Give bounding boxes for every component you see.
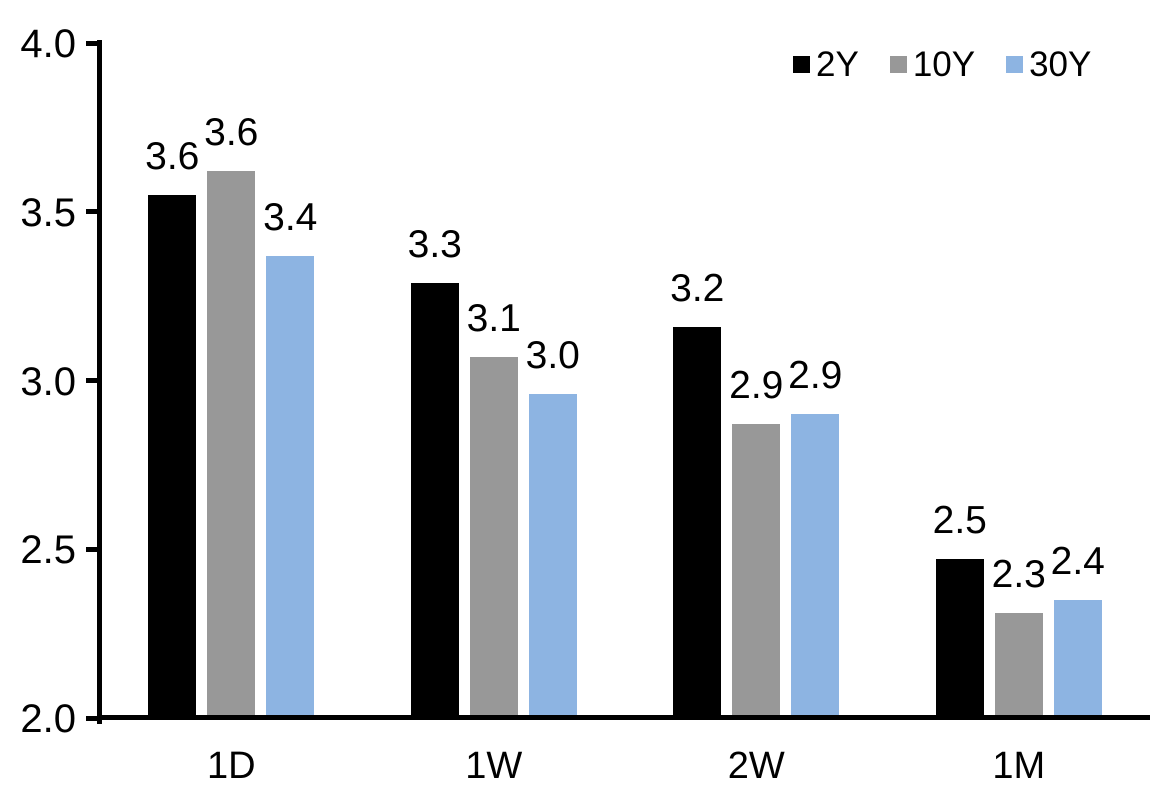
y-tick-label: 4.0 xyxy=(20,22,76,66)
legend-swatch-30y-icon xyxy=(1006,56,1024,73)
bar-2Y-1W xyxy=(410,282,459,718)
bar-value-label: 3.6 xyxy=(204,111,259,155)
bar-value-label: 2.4 xyxy=(1050,539,1105,583)
bar-10Y-1D xyxy=(207,171,256,718)
bar-value-label: 3.3 xyxy=(407,222,462,266)
bar-value-label: 3.0 xyxy=(525,334,580,377)
legend-item-10y: 10Y xyxy=(889,45,976,84)
chart-legend: 2Y 10Y 30Y xyxy=(793,47,1091,82)
bar-value-label: 3.6 xyxy=(145,134,200,178)
bar-2Y-1D xyxy=(148,194,197,718)
y-axis xyxy=(97,40,102,724)
bar-value-label: 2.3 xyxy=(991,553,1046,597)
y-axis-tick xyxy=(86,546,97,552)
legend-swatch-2y-icon xyxy=(793,56,810,73)
y-axis-tick xyxy=(86,40,97,46)
bar-30Y-2W xyxy=(791,414,840,718)
y-tick-label: 2.0 xyxy=(20,697,76,741)
bar-30Y-1M xyxy=(1053,599,1102,718)
y-axis-tick xyxy=(86,378,97,383)
bar-2Y-2W xyxy=(673,326,722,718)
x-category-label: 2W xyxy=(727,745,785,787)
bar-value-label: 3.2 xyxy=(670,266,725,310)
legend-label-30y: 30Y xyxy=(1029,45,1092,84)
bar-2Y-1M xyxy=(935,559,984,718)
bar-value-label: 3.4 xyxy=(263,195,318,239)
legend-item-30y: 30Y xyxy=(1006,47,1091,82)
legend-label-2y: 2Y xyxy=(816,45,859,84)
y-axis-tick xyxy=(86,715,97,721)
bar-value-label: 2.5 xyxy=(932,499,987,543)
bar-30Y-1W xyxy=(528,394,577,718)
y-tick-label: 3.0 xyxy=(20,359,76,404)
legend-label-10y: 10Y xyxy=(912,45,976,84)
x-category-label: 1D xyxy=(206,745,256,787)
legend-swatch-10y-icon xyxy=(889,56,907,73)
bar-10Y-2W xyxy=(732,424,781,718)
y-axis-tick xyxy=(86,209,97,215)
bar-30Y-1D xyxy=(266,255,315,718)
legend-item-2y: 2Y xyxy=(793,47,859,82)
y-tick-label: 2.5 xyxy=(20,528,76,573)
x-axis xyxy=(97,715,1150,720)
y-tick-label: 3.5 xyxy=(20,190,76,235)
bar-10Y-1M xyxy=(994,613,1043,718)
bar-10Y-1W xyxy=(469,356,518,718)
bar-value-label: 2.9 xyxy=(788,354,843,398)
bar-value-label: 2.9 xyxy=(729,364,784,408)
bar-value-label: 3.1 xyxy=(466,296,521,340)
x-category-label: 1W xyxy=(465,745,523,787)
x-category-label: 1M xyxy=(992,745,1046,787)
